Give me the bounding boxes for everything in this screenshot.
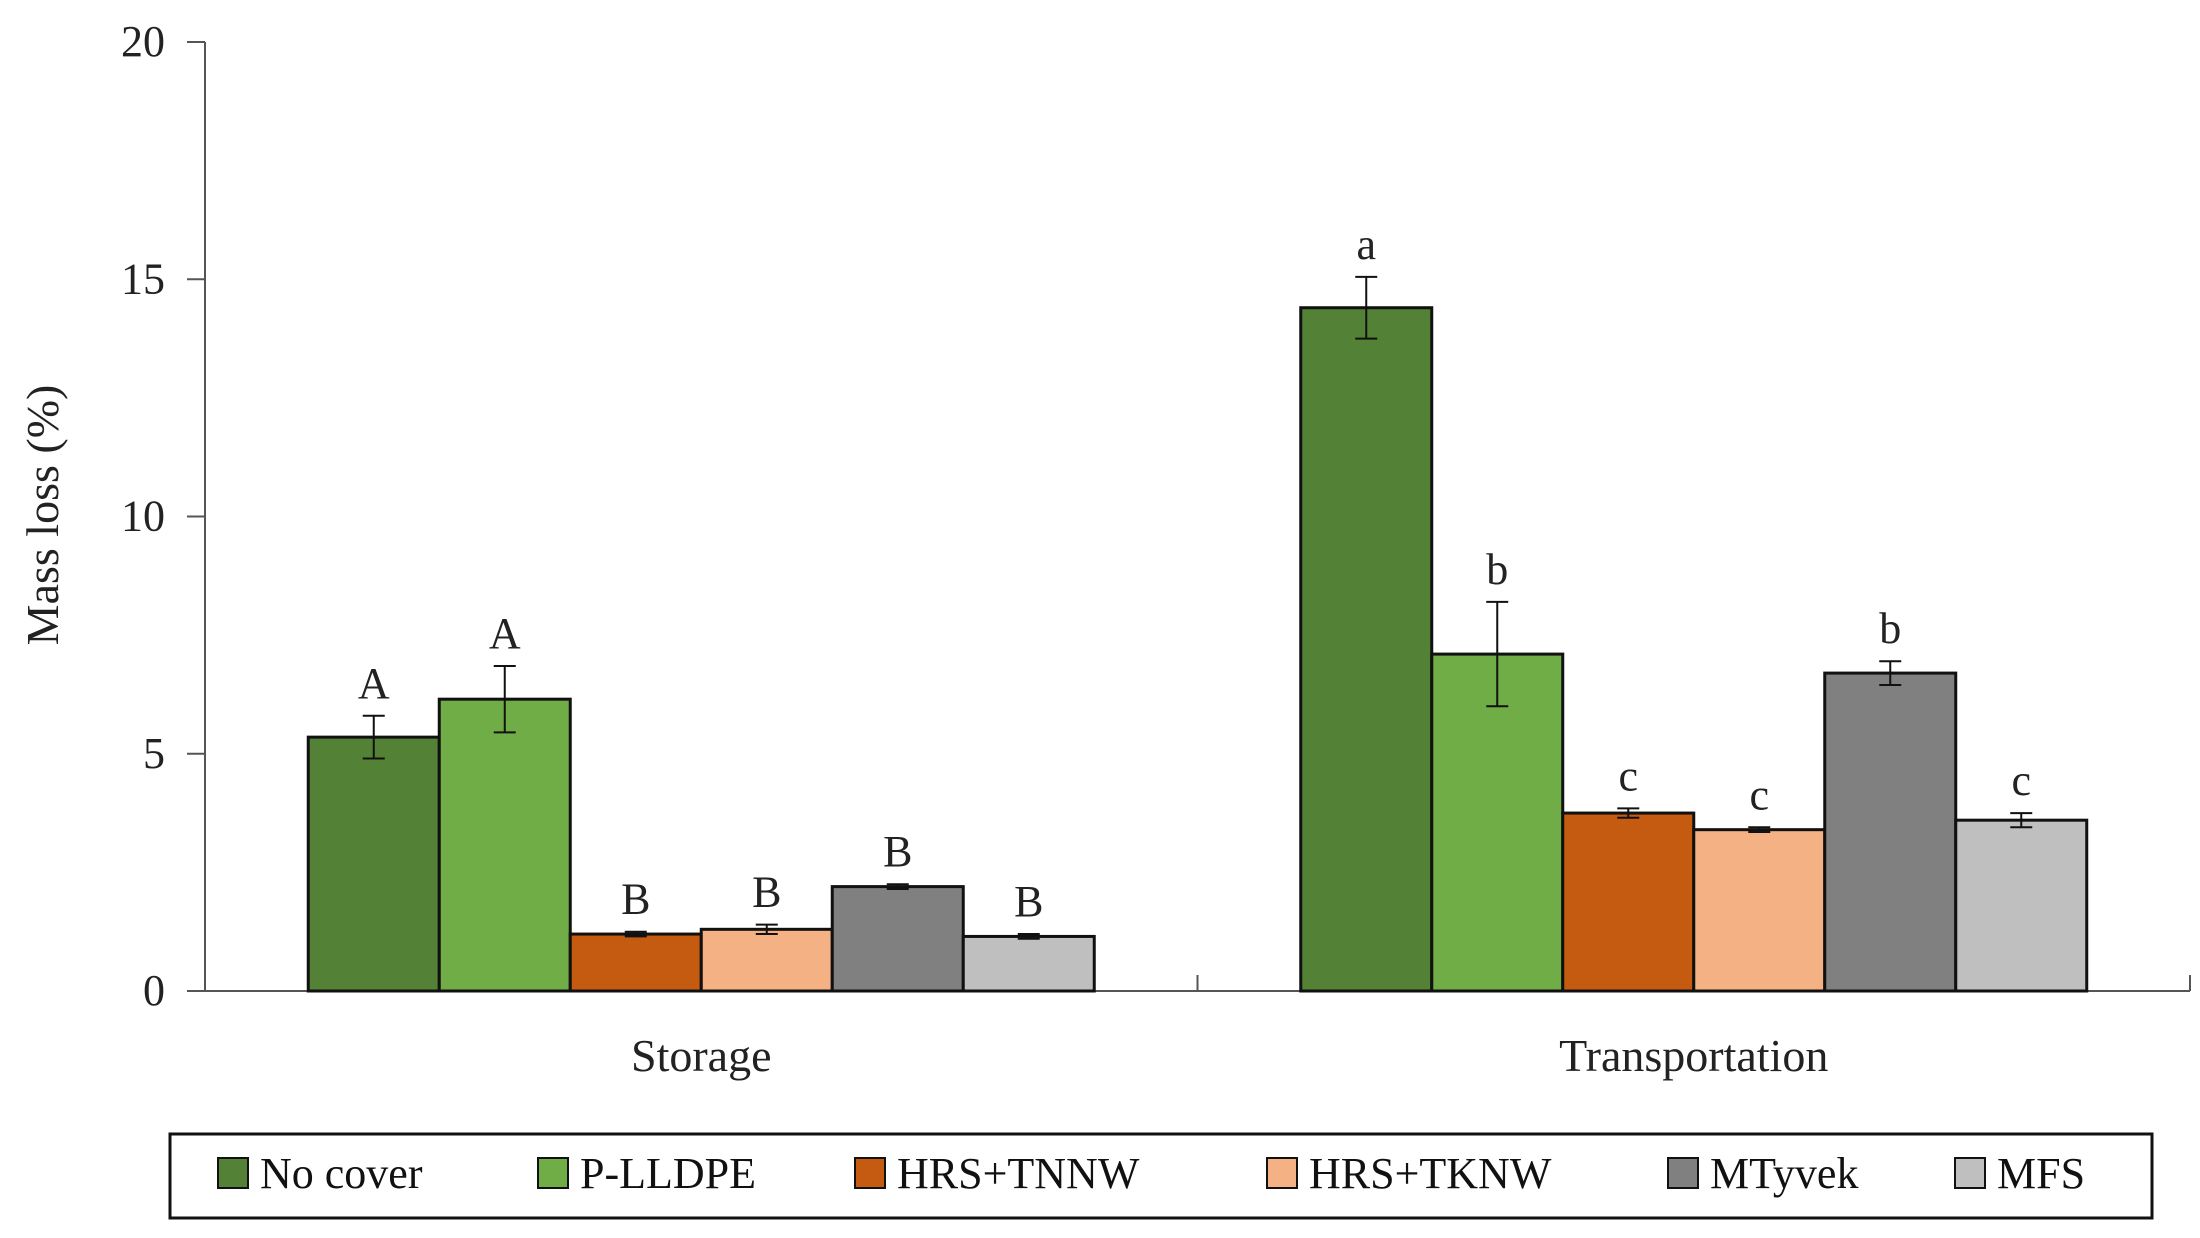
bar-no-cover-storage: [306, 735, 441, 993]
bar-mfs-storage: [961, 934, 1096, 993]
y-tick-label: 20: [121, 17, 165, 66]
bar-hrs-tnnw-transportation: [1561, 811, 1696, 993]
legend-label: No cover: [260, 1149, 423, 1198]
axes: 0 5 10 15 20 Storage Transportation: [121, 17, 2191, 1081]
bar-no-cover-transportation: [1299, 306, 1434, 993]
significance-letter: b: [1879, 604, 1901, 653]
bars: [306, 306, 2089, 993]
error-bars: [362, 275, 2033, 940]
significance-letter: a: [1356, 220, 1376, 269]
bar-hrs-tknw-transportation: [1692, 828, 1827, 993]
significance-letter: B: [1014, 877, 1043, 926]
significance-letter: A: [489, 609, 521, 658]
significance-letter: c: [1618, 751, 1638, 800]
bar-mtyvek-storage: [830, 885, 965, 993]
bar-hrs-tknw-storage: [699, 927, 834, 993]
bar-p-lldpe-storage: [437, 697, 572, 993]
legend-swatch: [1667, 1157, 1699, 1189]
legend-swatch: [1954, 1157, 1986, 1189]
legend-label: HRS+TKNW: [1309, 1149, 1552, 1198]
legend: No cover P-LLDPE HRS+TNNW HRS+TKNW MTyvek MFS: [168, 1132, 2154, 1220]
category-label: Transportation: [1559, 1030, 1828, 1081]
legend-label: MTyvek: [1710, 1149, 1858, 1198]
legend-label: MFS: [1997, 1149, 2085, 1198]
legend-swatch: [854, 1157, 886, 1189]
legend-label: P-LLDPE: [580, 1149, 756, 1198]
significance-letters: A A B B B Ba b c c b c: [358, 220, 2031, 926]
bar-mfs-transportation: [1954, 818, 2089, 993]
significance-letter: b: [1486, 545, 1508, 594]
legend-swatch: [1266, 1157, 1298, 1189]
y-axis-title: Mass loss (%): [17, 385, 68, 646]
legend-swatch: [217, 1157, 249, 1189]
y-tick-label: 15: [121, 254, 165, 303]
legend-swatch: [537, 1157, 569, 1189]
legend-label: HRS+TNNW: [897, 1149, 1140, 1198]
significance-letter: c: [1749, 770, 1769, 819]
bar-mtyvek-transportation: [1823, 671, 1958, 993]
y-tick-label: 10: [121, 492, 165, 541]
significance-letter: A: [358, 659, 390, 708]
significance-letter: c: [2011, 756, 2031, 805]
y-tick-label: 5: [143, 729, 165, 778]
significance-letter: B: [621, 875, 650, 924]
y-tick-label: 0: [143, 966, 165, 1015]
bar-p-lldpe-transportation: [1430, 652, 1565, 993]
significance-letter: B: [883, 827, 912, 876]
legend-box: [168, 1132, 2154, 1220]
significance-letter: B: [752, 868, 781, 917]
category-label: Storage: [631, 1030, 772, 1081]
bar-hrs-tnnw-storage: [568, 932, 703, 993]
